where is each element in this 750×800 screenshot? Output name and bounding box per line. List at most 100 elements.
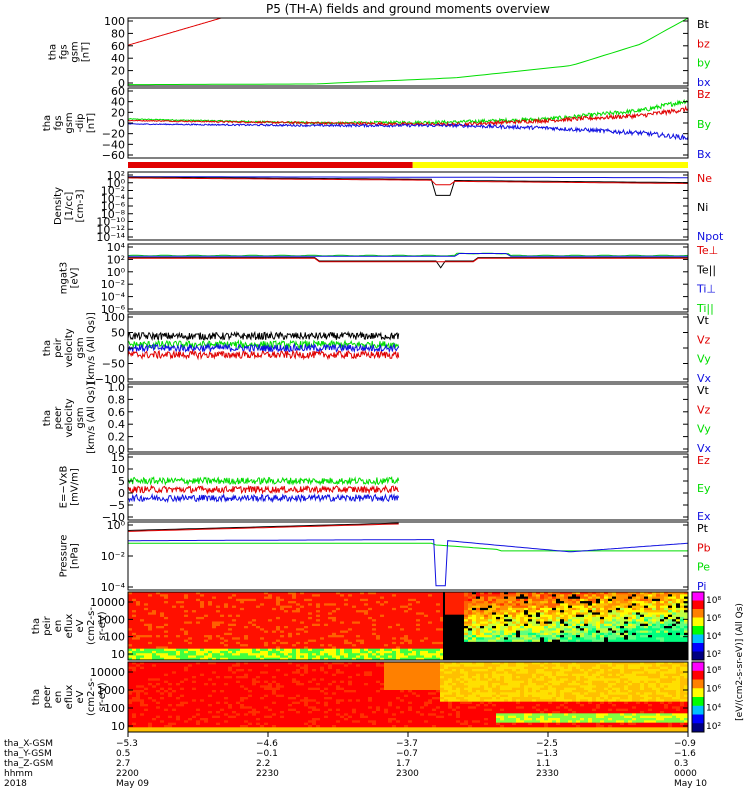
spectrogram-cell	[476, 628, 481, 632]
spectrogram-cell	[140, 639, 145, 643]
spectrogram-cell	[200, 653, 205, 657]
legend-entry: Vx	[697, 372, 712, 385]
spectrogram-cell	[364, 623, 369, 627]
spectrogram-cell	[344, 614, 349, 618]
spectrogram-cell	[216, 653, 221, 657]
spectrogram-cell	[252, 592, 257, 595]
spectrogram-cell	[280, 605, 285, 609]
spectrogram-cell	[148, 678, 153, 682]
spectrogram-cell	[172, 666, 177, 670]
spectrogram-cell	[488, 592, 493, 595]
spectrogram-cell	[388, 592, 393, 595]
spectrogram-cell	[208, 650, 213, 654]
spectrogram-cell	[552, 637, 557, 641]
spectrogram-cell	[592, 598, 597, 602]
spectrogram-cell	[348, 628, 353, 632]
spectrogram-cell	[168, 596, 173, 600]
colorbar-label: [eV/(cm2-s-sr-eV)] (All Qs)	[735, 603, 745, 721]
spectrogram-cell	[500, 639, 505, 643]
spectrogram-cell	[372, 605, 377, 609]
spectrogram-cell	[376, 626, 381, 629]
spectrogram-cell	[316, 637, 321, 641]
spectrogram-cell	[216, 635, 221, 638]
spectrogram-cell	[656, 621, 661, 625]
spectrogram-cell	[676, 603, 681, 607]
spectrogram-cell	[300, 605, 305, 609]
spectrogram-cell	[676, 637, 681, 641]
spectrogram-cell	[544, 610, 549, 613]
spectrogram-cell	[408, 650, 413, 654]
spectrogram-cell	[668, 592, 673, 595]
spectrogram-cell	[556, 603, 561, 607]
spectrogram-cell	[132, 720, 137, 724]
spectrogram-cell	[276, 621, 281, 625]
spectrogram-cell	[272, 616, 277, 620]
spectrogram-cell	[220, 594, 225, 598]
spectrogram-cell	[636, 612, 641, 616]
spectrogram-cell	[644, 639, 649, 643]
spectrogram-cell	[216, 628, 221, 632]
spectrogram-cell	[212, 610, 217, 613]
spectrogram-cell	[372, 630, 377, 634]
spectrogram-cell	[148, 635, 153, 638]
spectrogram-cell	[424, 650, 429, 654]
spectrogram-cell	[148, 592, 153, 595]
spectrogram-cell	[668, 639, 673, 643]
spectrogram-cell	[516, 621, 521, 625]
spectrogram-cell	[644, 621, 649, 625]
spectrogram-cell	[168, 655, 173, 659]
spectrogram-cell	[456, 644, 461, 647]
spectrogram-cell	[504, 621, 509, 625]
spectrogram-cell	[320, 594, 325, 598]
spectrogram-cell	[208, 598, 213, 602]
spectrogram-cell	[168, 641, 173, 645]
spectrogram-cell	[364, 610, 369, 613]
spectrogram-cell	[204, 637, 209, 641]
spectrogram-cell	[572, 594, 577, 598]
spectrogram-cell	[308, 594, 313, 598]
spectrogram-cell	[248, 653, 253, 657]
spectrogram-cell	[376, 646, 381, 650]
series-line-vz	[128, 349, 400, 361]
spectrogram-cell	[292, 621, 297, 625]
spectrogram-cell	[552, 655, 557, 659]
spectrogram-cell	[492, 598, 497, 602]
spectrogram-cell	[324, 655, 329, 659]
spectrogram-cell	[612, 612, 617, 616]
spectrogram-cell	[600, 641, 605, 645]
spectrogram-cell	[460, 639, 465, 643]
spectrogram-cell	[140, 680, 145, 684]
spectrogram-cell	[560, 610, 565, 613]
spectrogram-cell	[312, 632, 317, 636]
y-tick-label: 100	[104, 631, 125, 644]
spectrogram-cell	[376, 630, 381, 634]
spectrogram-cell	[372, 653, 377, 657]
spectrogram-cell	[292, 594, 297, 598]
spectrogram-cell	[652, 601, 657, 604]
spectrogram-cell	[148, 607, 153, 611]
spectrogram-cell	[176, 692, 181, 696]
spectrogram-cell	[156, 626, 161, 629]
spectrogram-cell	[136, 669, 141, 672]
spectrogram-cell	[340, 623, 345, 627]
spectrogram-cell	[180, 641, 185, 645]
spectrogram-cell	[140, 699, 145, 703]
spectrogram-cell	[548, 628, 553, 632]
spectrogram-cell	[452, 616, 457, 620]
spectrogram-cell	[188, 605, 193, 609]
spectrogram-cell	[684, 630, 688, 634]
spectrogram-cell	[252, 623, 257, 627]
spectrogram-cell	[248, 596, 253, 600]
spectrogram-cell	[624, 605, 629, 609]
series-line-te-par	[128, 257, 688, 269]
spectrogram-cell	[168, 623, 173, 627]
spectrogram-cell	[344, 610, 349, 613]
spectrogram-cell	[144, 713, 149, 717]
spectrogram-cell	[292, 650, 297, 654]
spectrogram-cell	[384, 605, 389, 609]
spectrogram-cell	[548, 612, 553, 616]
spectrogram-cell	[144, 727, 149, 731]
spectrogram-cell	[216, 623, 221, 627]
spectrogram-cell	[148, 697, 153, 700]
